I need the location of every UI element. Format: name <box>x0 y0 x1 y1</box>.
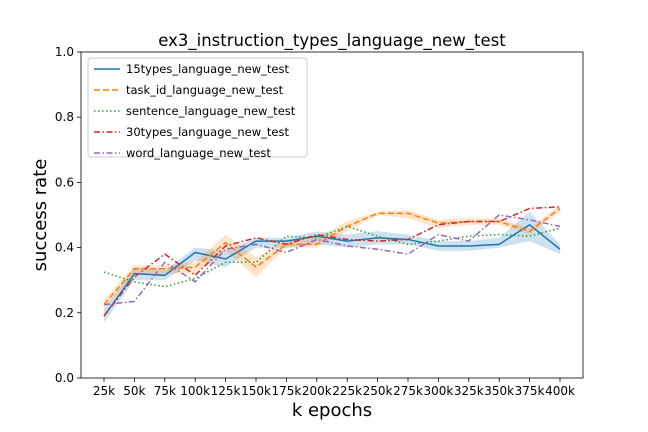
y-tick-label: 0.2 <box>55 306 74 320</box>
y-tick-label: 0.6 <box>55 175 74 189</box>
legend: 15types_language_new_test task_id_languag… <box>87 57 308 160</box>
y-axis-title: success rate <box>30 159 51 272</box>
x-axis: 25k 50k 75k 100k 125k 150k 175k 200k 225k 250k 275… <box>93 378 575 398</box>
legend-box <box>87 57 308 158</box>
x-tick-label: 400k <box>545 384 575 398</box>
series-line-4 <box>103 214 561 306</box>
confidence-band-0 <box>104 211 560 323</box>
y-tick-label: 1.0 <box>55 45 74 59</box>
legend-label-1: task_id_language_new_test <box>126 83 284 97</box>
legend-label-3: 30types_language_new_test <box>126 125 289 139</box>
y-tick-label: 0.8 <box>55 110 74 124</box>
legend-label-2: sentence_language_new_test <box>126 104 296 118</box>
legend-label-4: word_language_new_test <box>126 146 271 160</box>
x-tick-label: 100k <box>180 384 210 398</box>
x-tick-label: 250k <box>363 384 393 398</box>
y-axis: 0.0 0.2 0.4 0.6 0.8 1.0 <box>55 45 81 385</box>
x-tick-label: 175k <box>271 384 301 398</box>
x-tick-label: 75k <box>154 384 176 398</box>
series-lines <box>103 206 561 317</box>
legend-label-0: 15types_language_new_test <box>126 62 289 76</box>
x-tick-label: 225k <box>332 384 362 398</box>
plot-frame <box>80 51 584 379</box>
x-tick-label: 150k <box>241 384 271 398</box>
confidence-bands <box>104 205 560 323</box>
x-tick-label: 200k <box>302 384 332 398</box>
x-tick-label: 375k <box>515 384 545 398</box>
series-line-3 <box>103 206 561 317</box>
x-tick-label: 325k <box>454 384 484 398</box>
x-tick-label: 275k <box>393 384 423 398</box>
y-tick-label: 0.0 <box>55 371 74 385</box>
x-tick-label: 125k <box>211 384 241 398</box>
y-tick-label: 0.4 <box>55 241 74 255</box>
x-tick-label: 50k <box>123 384 145 398</box>
x-tick-label: 300k <box>423 384 453 398</box>
chart-title: ex3_instruction_types_language_new_test <box>158 31 506 51</box>
series-line-1 <box>103 207 561 306</box>
x-axis-title: k epochs <box>292 400 372 421</box>
x-tick-label: 25k <box>93 384 115 398</box>
x-tick-label: 350k <box>484 384 514 398</box>
